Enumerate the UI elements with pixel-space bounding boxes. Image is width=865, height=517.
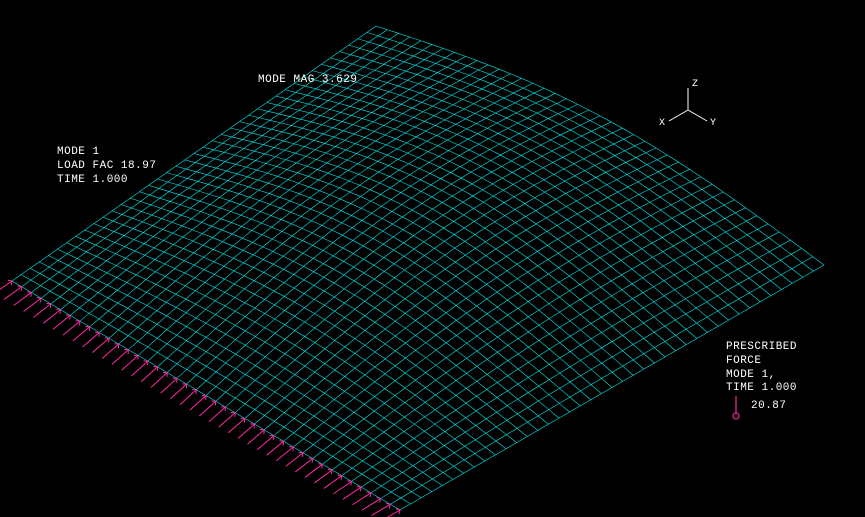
force-arrows	[0, 280, 400, 517]
x-axis-icon	[669, 110, 688, 121]
label-legend-val: 20.87	[751, 400, 787, 414]
axis-label-z: Z	[692, 79, 698, 90]
label-mode-block: MODE 1 LOAD FAC 18.97 TIME 1.000	[57, 146, 156, 187]
axis-label-y: Y	[710, 118, 716, 129]
fea-mesh-plot: X Y Z	[0, 0, 865, 517]
mesh-wireframe	[12, 26, 824, 510]
label-mode-mag: MODE MAG 3.629	[258, 74, 357, 88]
axis-label-x: X	[659, 118, 665, 129]
axes-triad	[669, 88, 707, 121]
legend-force-icon	[733, 396, 739, 419]
y-axis-icon	[688, 110, 707, 121]
label-prescribed: PRESCRIBED FORCE MODE 1, TIME 1.000	[726, 341, 797, 396]
